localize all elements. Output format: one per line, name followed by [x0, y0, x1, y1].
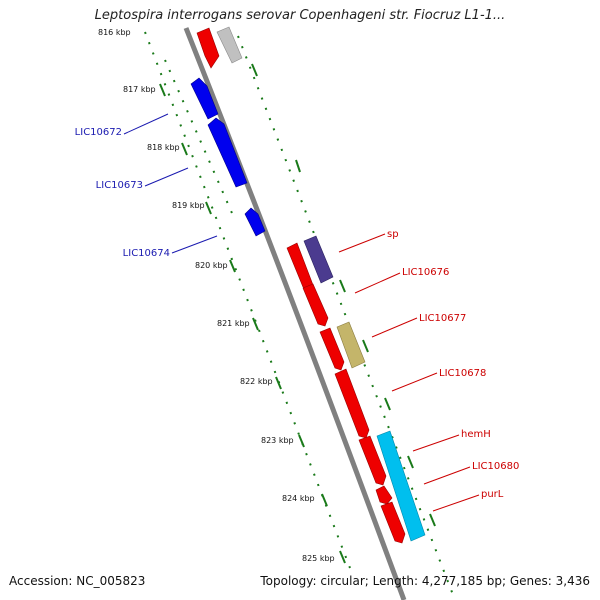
feature-khaki[interactable]: [336, 321, 366, 369]
inner-right-tick-track: [237, 35, 456, 600]
gene-label-LIC10680[interactable]: LIC10680: [472, 461, 519, 472]
gene-LIC10673[interactable]: [207, 117, 248, 188]
other-features: [216, 26, 426, 542]
kbp-label: 820 kbp: [195, 261, 228, 270]
kbp-label: 821 kbp: [217, 319, 250, 328]
gene-label-LIC10673[interactable]: LIC10673: [96, 180, 143, 191]
kbp-label: 817 kbp: [123, 85, 156, 94]
gene-label-LIC10677[interactable]: LIC10677: [419, 313, 466, 324]
topology-text: Topology: circular; Length: 4,277,185 bp…: [260, 574, 590, 588]
genome-backbone: [183, 27, 407, 600]
feature-purple[interactable]: [303, 235, 334, 284]
kbp-label: 822 kbp: [240, 377, 273, 386]
gene-label-purL[interactable]: purL: [481, 489, 504, 500]
gene-LIC10678[interactable]: [334, 368, 370, 439]
gene-LIC10676[interactable]: [302, 283, 329, 327]
outer-left-tick-track: [144, 31, 351, 569]
gene-label-LIC10674[interactable]: LIC10674: [123, 248, 170, 259]
gene-label-LIC10676[interactable]: LIC10676: [402, 267, 449, 278]
feature-cyan[interactable]: [376, 430, 426, 542]
gene-LIC10677[interactable]: [319, 327, 345, 371]
gene-label-hemH[interactable]: hemH: [461, 429, 491, 440]
tick-tracks: [144, 31, 456, 600]
kbp-label: 816 kbp: [98, 28, 131, 37]
gene-label-sp[interactable]: sp: [387, 229, 399, 240]
gene-LIC10672[interactable]: [190, 77, 219, 120]
label-leaders: [123, 113, 480, 512]
major-ticks: [159, 63, 436, 564]
reverse-strand-genes: [190, 77, 266, 237]
forward-strand-genes: [196, 27, 406, 544]
kbp-label: 818 kbp: [147, 143, 180, 152]
kbp-label: 823 kbp: [261, 436, 294, 445]
gene-label-LIC10672[interactable]: LIC10672: [75, 127, 122, 138]
gene-LIC10671[interactable]: [196, 27, 220, 69]
feature-gray[interactable]: [216, 26, 243, 64]
gene-LIC10674[interactable]: [244, 207, 266, 237]
map-title: Leptospira interrogans serovar Copenhage…: [94, 8, 506, 23]
kbp-label: 825 kbp: [302, 554, 335, 563]
gene-purL[interactable]: [380, 501, 406, 544]
accession-text: Accession: NC_005823: [9, 574, 146, 588]
gene-hemH[interactable]: [358, 435, 387, 486]
kbp-label: 824 kbp: [282, 494, 315, 503]
gene-label-LIC10678[interactable]: LIC10678: [439, 368, 486, 379]
kbp-label: 819 kbp: [172, 201, 205, 210]
gene-LIC10680[interactable]: [375, 485, 393, 505]
